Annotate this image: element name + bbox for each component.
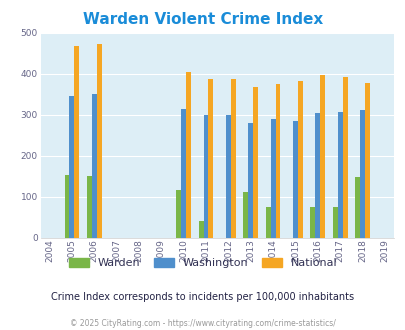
Bar xyxy=(74,46,79,238)
Bar xyxy=(96,44,101,238)
Bar xyxy=(332,207,337,238)
Legend: Warden, Washington, National: Warden, Washington, National xyxy=(65,255,340,272)
Bar xyxy=(292,121,297,238)
Bar xyxy=(364,82,369,238)
Text: Warden Violent Crime Index: Warden Violent Crime Index xyxy=(83,12,322,26)
Bar xyxy=(320,75,324,238)
Bar xyxy=(253,87,258,238)
Text: © 2025 CityRating.com - https://www.cityrating.com/crime-statistics/: © 2025 CityRating.com - https://www.city… xyxy=(70,319,335,328)
Bar xyxy=(181,109,185,238)
Bar xyxy=(87,176,92,238)
Bar xyxy=(310,207,315,238)
Bar xyxy=(243,192,248,238)
Bar xyxy=(275,84,280,238)
Bar xyxy=(248,123,253,238)
Bar xyxy=(359,110,364,238)
Bar xyxy=(354,177,359,238)
Bar xyxy=(176,190,181,238)
Bar xyxy=(198,221,203,238)
Bar xyxy=(225,115,230,238)
Bar xyxy=(64,175,69,238)
Bar xyxy=(297,81,302,238)
Text: Crime Index corresponds to incidents per 100,000 inhabitants: Crime Index corresponds to incidents per… xyxy=(51,292,354,302)
Bar xyxy=(337,113,342,238)
Bar xyxy=(69,96,74,238)
Bar xyxy=(230,79,235,238)
Bar xyxy=(92,94,96,238)
Bar xyxy=(270,119,275,238)
Bar xyxy=(315,113,320,238)
Bar xyxy=(265,207,270,238)
Bar xyxy=(208,79,213,238)
Bar xyxy=(185,72,191,238)
Bar xyxy=(342,77,347,238)
Bar xyxy=(203,115,208,238)
